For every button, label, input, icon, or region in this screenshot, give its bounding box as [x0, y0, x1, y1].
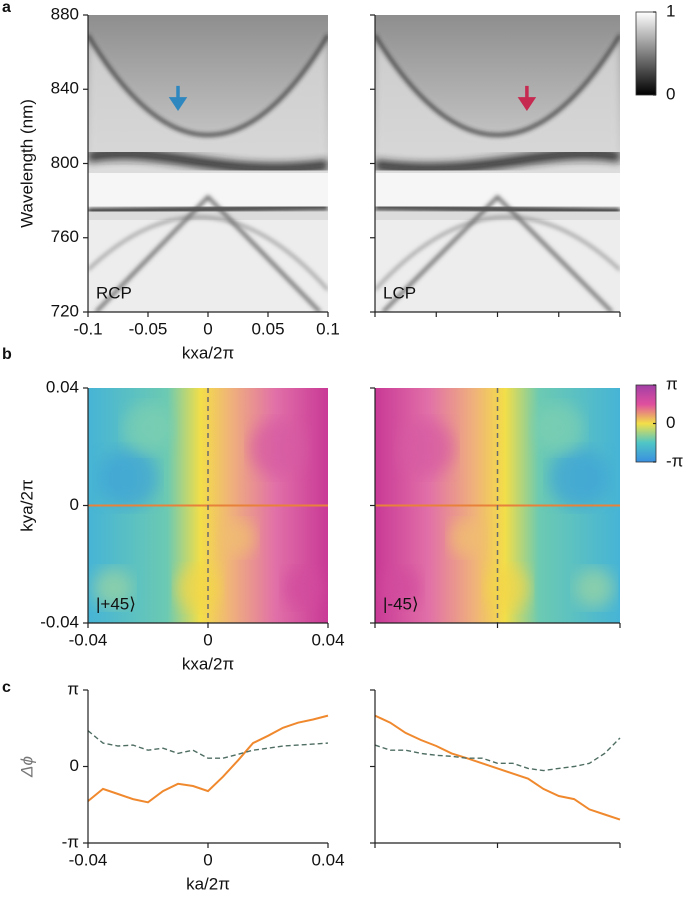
y-axis-label: kya/2π	[17, 479, 36, 531]
image-curve	[88, 34, 328, 137]
annotation: RCP	[96, 283, 132, 302]
y-tick-label: 760	[51, 227, 79, 246]
y-tick-label: 0	[70, 495, 79, 514]
colorbar-label: 1	[666, 1, 675, 20]
image-bottom	[88, 220, 328, 312]
y-tick-label: 720	[51, 301, 79, 320]
y-tick-label: 880	[51, 4, 79, 23]
x-axis-label: kxa/2π	[182, 343, 234, 362]
image-band	[88, 204, 328, 214]
image-blob	[176, 566, 220, 610]
image-blob	[98, 448, 158, 508]
image-cone	[375, 35, 620, 165]
image-blob	[549, 448, 610, 508]
x-tick-label: -0.05	[129, 319, 168, 338]
y-tick-label: 0	[70, 756, 79, 775]
image-bottom	[375, 220, 620, 312]
image-blob	[123, 403, 173, 453]
image-blob	[283, 568, 323, 608]
image	[375, 388, 620, 623]
x-tick-label: -0.04	[69, 850, 108, 869]
annotation: |-45⟩	[383, 594, 419, 613]
x-tick-label: 0.04	[311, 630, 344, 649]
colorbar-label: 0	[666, 413, 675, 432]
image-blob	[533, 403, 584, 453]
y-tick-label: π	[67, 679, 79, 698]
colorbar	[635, 11, 657, 96]
image-white	[375, 173, 620, 209]
colorbar-label: π	[666, 374, 678, 393]
x-tick-label: 0	[203, 850, 212, 869]
panel-letter: b	[2, 346, 12, 363]
x-tick-label: -0.1	[73, 319, 102, 338]
x-tick-label: 0.1	[316, 319, 340, 338]
image-band	[88, 148, 328, 175]
image-cross	[375, 216, 620, 291]
image-blob	[574, 568, 615, 608]
y-tick-label: 800	[51, 153, 79, 172]
y-tick-label: 840	[51, 79, 79, 98]
image-blob	[448, 520, 485, 556]
image	[88, 388, 328, 623]
y-axis-label: Wavelength (nm)	[17, 99, 36, 228]
annotation: LCP	[383, 283, 416, 302]
line	[374, 714, 621, 821]
colorbar-label: -π	[666, 451, 683, 470]
image-band	[375, 204, 620, 214]
image	[88, 15, 328, 312]
y-tick-label: 0.04	[46, 377, 79, 396]
line	[87, 714, 329, 804]
x-tick-label: 0.05	[251, 319, 284, 338]
image-blob	[220, 520, 256, 556]
y-tick-label: -π	[62, 832, 79, 851]
arrow	[168, 85, 188, 111]
image-cross	[88, 216, 328, 291]
panel-letter: c	[2, 679, 11, 696]
image-blob	[250, 420, 306, 476]
x-axis-label: kxa/2π	[182, 654, 234, 673]
image-cone	[88, 35, 328, 165]
panel-letter: a	[2, 0, 11, 16]
x-tick-label: 0	[203, 630, 212, 649]
arrow	[517, 85, 537, 111]
annotation: |+45⟩	[96, 594, 136, 613]
x-tick-label: 0	[203, 319, 212, 338]
x-axis-label: ka/2π	[186, 874, 230, 893]
y-tick-label: -0.04	[40, 612, 79, 631]
image-blob	[398, 420, 455, 476]
image-blob	[93, 568, 133, 608]
image-blob	[485, 566, 530, 610]
image-blob	[380, 568, 421, 608]
image-cross	[381, 194, 614, 312]
x-tick-label: -0.04	[69, 630, 108, 649]
x-tick-label: 0.04	[311, 850, 344, 869]
image-band	[375, 148, 620, 175]
line	[374, 737, 621, 772]
image-white	[88, 173, 328, 209]
image-curve	[375, 34, 620, 137]
y-axis-label: Δϕ	[17, 756, 36, 778]
colorbar-label: 0	[666, 84, 675, 103]
image-cross	[94, 194, 322, 312]
line	[87, 730, 329, 759]
image	[375, 15, 620, 312]
